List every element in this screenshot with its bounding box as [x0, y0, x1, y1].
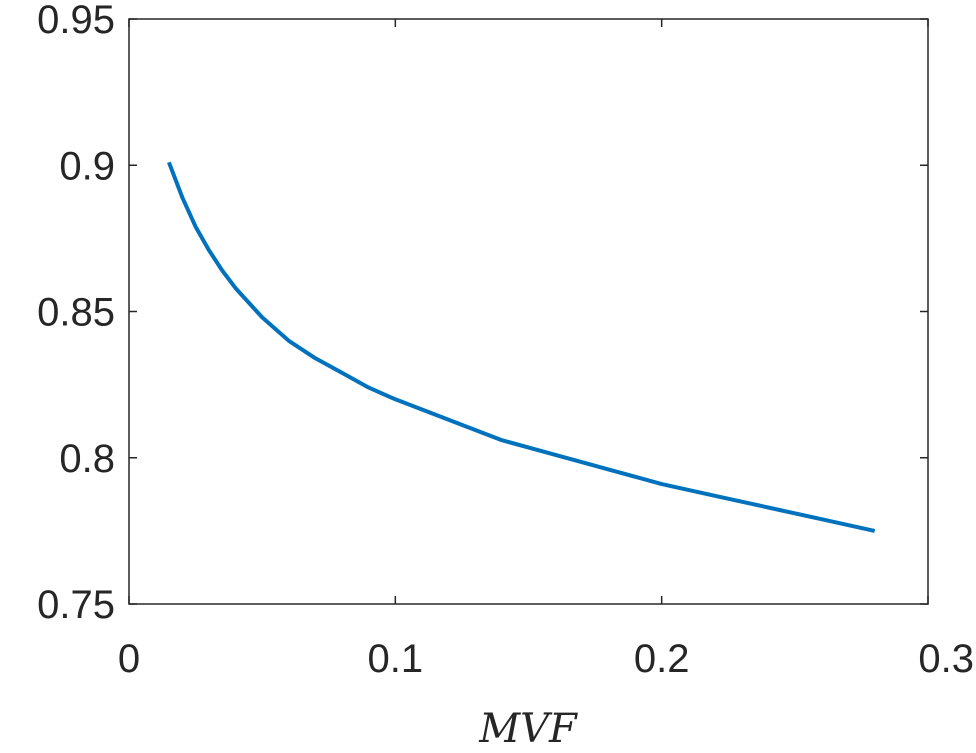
x-tick-label: 0.1: [368, 637, 424, 681]
y-tick-label: 0.75: [37, 583, 115, 627]
x-tick-label: 0.2: [634, 637, 690, 681]
y-tick-label: 0.95: [37, 0, 115, 42]
x-tick-label: 0: [118, 637, 140, 681]
axis-ticks: [128, 18, 929, 605]
y-tick-label: 0.9: [59, 144, 115, 188]
plot-area: [128, 18, 929, 605]
tick-labels: 0 0.1 0.2 0.3 0.75 0.8 0.85 0.9 0.95: [37, 0, 974, 681]
y-tick-label: 0.85: [37, 291, 115, 335]
series-group: [167, 161, 876, 533]
x-axis-label: MVF: [478, 706, 578, 752]
x-tick-label: 0.3: [918, 637, 974, 681]
y-tick-label: 0.8: [59, 437, 115, 481]
series-line-0: [167, 161, 876, 533]
